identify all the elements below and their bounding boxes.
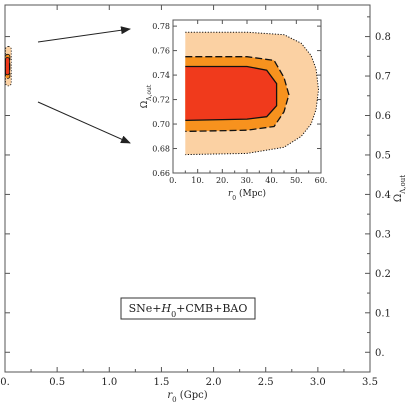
main-x-tick-label: 1.0: [101, 377, 117, 388]
inset-y-tick-label: 0.68: [152, 145, 170, 154]
zoom-arrows: [37, 26, 131, 144]
main-y-tick-label: 0.5: [375, 150, 391, 161]
inset-y-tick-label: 0.72: [152, 96, 170, 105]
main-x-tick-label: 2.0: [206, 377, 222, 388]
zoom-arrow-lower: [37, 101, 131, 144]
main-y-tick-label: 0.3: [375, 229, 391, 240]
inset-y-axis-title: ΩΛ,out: [140, 84, 153, 108]
main-y-tick-label: 0.7: [375, 72, 391, 83]
inset-x-axis-title: r0 (Mpc): [228, 188, 266, 202]
zoom-arrow-upper: [37, 26, 131, 43]
inset-x-tick-label: 40.: [265, 176, 278, 185]
main-x-axis-title: r0 (Gpc): [167, 390, 207, 404]
main-y-tick-label: 0.4: [375, 190, 391, 201]
inset-contour-outer: [185, 31, 320, 156]
main-region-inner: [5, 57, 10, 76]
main-confidence-regions: [5, 46, 12, 87]
main-y-axis-title: ΩΛ,out: [393, 175, 407, 202]
main-x-tick-label: 0.5: [49, 377, 65, 388]
inset-y-tick-label: 0.76: [152, 47, 170, 56]
legend-box: SNe+H0+CMB+BAO: [120, 297, 256, 320]
inset-ticks: 0. 10. 20. 30. 40. 50. 60. 0.66 0.68 0.70 0.72 0.74…: [152, 20, 327, 185]
main-y-tick-label: 0.2: [375, 269, 391, 280]
main-plot: 0. 0.5 1.0 1.5 2.0 2.5 3.0 3.50.0.10.20.30.40.5…: [0, 4, 407, 404]
inset-y-tick-label: 0.74: [152, 71, 170, 80]
inset-x-tick-label: 60.: [315, 176, 328, 185]
main-x-tick-label: 1.5: [153, 377, 169, 388]
inset-y-tick-label: 0.70: [152, 120, 170, 129]
inset-contour-middle: [185, 56, 290, 133]
main-y-tick-label: 0.: [375, 348, 385, 359]
main-ticks: 0. 0.5 1.0 1.5 2.0 2.5 3.0 3.50.0.10.20.30.40.5…: [0, 5, 391, 388]
inset-contour-inner: [185, 65, 278, 122]
inset-plot: 0. 10. 20. 30. 40. 50. 60. 0.66 0.68 0.70 0.72 0.74…: [140, 19, 327, 202]
main-x-tick-label: 0.: [0, 377, 10, 388]
inset-x-tick-label: 30.: [241, 176, 254, 185]
inset-confidence-regions: [185, 31, 320, 156]
inset-y-tick-label: 0.78: [152, 22, 170, 31]
legend-frame: [120, 297, 256, 320]
inset-x-tick-label: 0.: [169, 176, 177, 185]
main-x-tick-label: 3.5: [362, 377, 378, 388]
inset-region-inner: [185, 66, 277, 121]
main-x-tick-label: 2.5: [258, 377, 274, 388]
inset-y-tick-label: 0.66: [152, 169, 170, 178]
inset-x-tick-label: 50.: [290, 176, 303, 185]
main-y-tick-label: 0.8: [375, 32, 391, 43]
legend-label: SNe+H0+CMB+BAO: [129, 302, 248, 319]
inset-x-tick-label: 20.: [216, 176, 229, 185]
main-y-tick-label: 0.1: [375, 308, 391, 319]
main-x-tick-label: 3.0: [310, 377, 326, 388]
main-y-tick-label: 0.6: [375, 111, 391, 122]
inset-x-tick-label: 10.: [191, 176, 204, 185]
